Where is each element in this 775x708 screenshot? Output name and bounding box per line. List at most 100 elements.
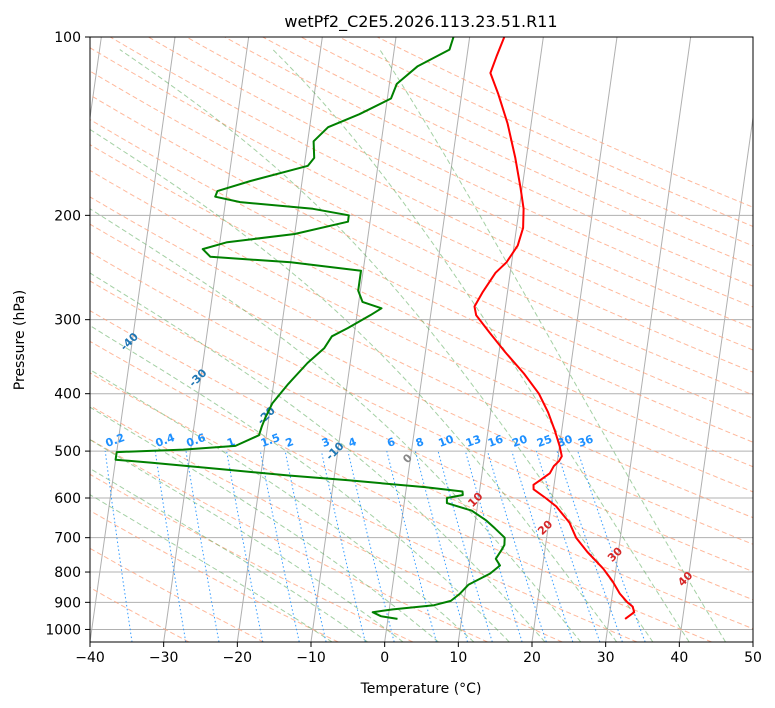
mixing-ratio-line <box>487 450 547 642</box>
dry-adiabat-line <box>338 37 753 227</box>
mixing-ratio-label: 36 <box>576 432 595 450</box>
dry-adiabat-line <box>262 37 753 267</box>
mixing-ratio-label: 4 <box>347 435 359 450</box>
mixing-ratio-label: 13 <box>464 432 483 449</box>
dry-adiabat-label: -30 <box>186 366 209 389</box>
x-tick-label: −30 <box>149 650 179 666</box>
moist-adiabat-line <box>90 406 439 642</box>
dry-adiabat-label: -40 <box>118 330 141 353</box>
mixing-ratio-label: 3 <box>320 435 332 450</box>
x-tick-label: 30 <box>597 650 615 666</box>
mixing-ratio-label: 2 <box>284 435 296 450</box>
y-tick-label: 600 <box>54 491 81 507</box>
dry-adiabat-line <box>90 547 264 642</box>
isotherm-line <box>605 37 692 642</box>
mixing-ratio-line <box>226 451 264 642</box>
dry-adiabat-line <box>90 438 488 642</box>
isotherm-line <box>163 37 250 642</box>
dry-adiabat-line <box>90 587 190 642</box>
y-tick-label: 900 <box>54 595 81 611</box>
moist-adiabat-line <box>272 49 690 642</box>
x-axis: −40 −30 −20 −10 0 10 20 30 40 50 <box>75 642 762 666</box>
mixing-ratio-label: 16 <box>486 432 505 450</box>
y-tick-label: 200 <box>54 208 81 224</box>
moist-adiabat-line <box>90 272 546 642</box>
moist-adiabat-line <box>90 208 582 642</box>
dry-adiabat-label: -60 <box>0 231 8 254</box>
isotherm-line <box>678 114 753 642</box>
x-tick-label: −10 <box>296 650 326 666</box>
mixing-ratio-line <box>556 450 623 642</box>
isotherm-line <box>531 37 618 642</box>
plot-frame <box>89 36 754 643</box>
mixing-ratio-label: 0.6 <box>185 431 208 450</box>
dry-adiabat-line <box>90 372 638 642</box>
x-tick-label: −40 <box>75 650 105 666</box>
dry-adiabat-line <box>90 405 563 642</box>
y-tick-label: 1000 <box>45 622 81 638</box>
y-axis-label: Pressure (hPa) <box>12 290 28 390</box>
isotherm-line <box>384 37 471 642</box>
moist-adiabat-line <box>90 467 368 642</box>
moist-adiabat-label: 20 <box>535 517 555 537</box>
isotherm-line <box>457 37 544 642</box>
mixing-ratio-line <box>320 450 366 642</box>
dry-adiabat-line <box>148 37 753 329</box>
y-tick-label: 800 <box>54 565 81 581</box>
x-tick-label: 40 <box>670 650 688 666</box>
x-axis-label: Temperature (°C) <box>360 681 482 697</box>
x-tick-label: 0 <box>380 650 389 666</box>
moist-adiabat-line <box>90 325 510 642</box>
mixing-ratio-label: 1 <box>225 435 237 450</box>
isotherm-line <box>90 37 176 642</box>
mixing-ratio-label: 0.4 <box>154 431 177 450</box>
mixing-ratio-line <box>464 450 523 642</box>
x-tick-label: 10 <box>449 650 467 666</box>
mixing-ratio-label: 8 <box>414 435 426 450</box>
dry-adiabat-line <box>90 169 753 493</box>
isotherm-line <box>90 37 102 122</box>
mixing-ratio-line <box>347 450 395 642</box>
mixing-ratio-line <box>511 450 574 642</box>
dry-adiabat-line <box>186 37 753 308</box>
dry-adiabat-line <box>90 70 753 396</box>
chart-title: wetPf2_C2E5.2026.113.23.51.R11 <box>284 12 557 32</box>
dry-adiabat-line <box>90 280 753 601</box>
y-tick-label: 100 <box>54 30 81 46</box>
x-tick-label: 50 <box>744 650 762 666</box>
mixing-ratio-line <box>437 450 493 642</box>
mixing-ratio-line <box>577 450 646 642</box>
mixing-ratio-line <box>284 451 327 642</box>
dry-adiabat-line <box>90 144 753 468</box>
y-tick-label: 300 <box>54 313 81 329</box>
moist-adiabat-line <box>90 369 475 642</box>
dry-adiabat-line <box>90 251 753 573</box>
y-axis: 100 200 300 400 500 600 700 800 900 1000 <box>45 30 90 638</box>
mixing-ratio-label: 1.5 <box>259 431 282 450</box>
isotherm-line <box>236 37 323 642</box>
moist-adiabat-label: 30 <box>605 544 625 564</box>
mixing-ratio-label: 6 <box>385 435 397 450</box>
isotherm-line <box>752 638 753 642</box>
profile-series <box>114 37 636 620</box>
dry-adiabat-line <box>90 340 712 642</box>
dry-adiabat-label: -50 <box>51 283 74 306</box>
x-tick-label: 20 <box>523 650 541 666</box>
mixing-ratio-line <box>185 451 220 642</box>
y-tick-label: 400 <box>54 387 81 403</box>
mixing-ratio-line <box>104 451 133 642</box>
mixing-ratio-line <box>414 450 468 642</box>
mixing-ratio-label: 0.2 <box>104 431 127 450</box>
dry-adiabat-line <box>90 118 753 443</box>
dry-adiabat-line <box>109 37 753 351</box>
moist-adiabat-line <box>379 49 727 642</box>
mixing-ratio-line <box>259 451 300 642</box>
chart-grid <box>90 37 753 642</box>
moist-adiabat-line <box>90 439 404 642</box>
moist-adiabat-label: 0 <box>400 451 415 466</box>
dry-adiabat-line <box>90 510 339 642</box>
mixing-ratio-line <box>154 451 187 642</box>
mixing-ratio-label: 20 <box>510 432 529 450</box>
dry-adiabat-line <box>90 196 753 519</box>
